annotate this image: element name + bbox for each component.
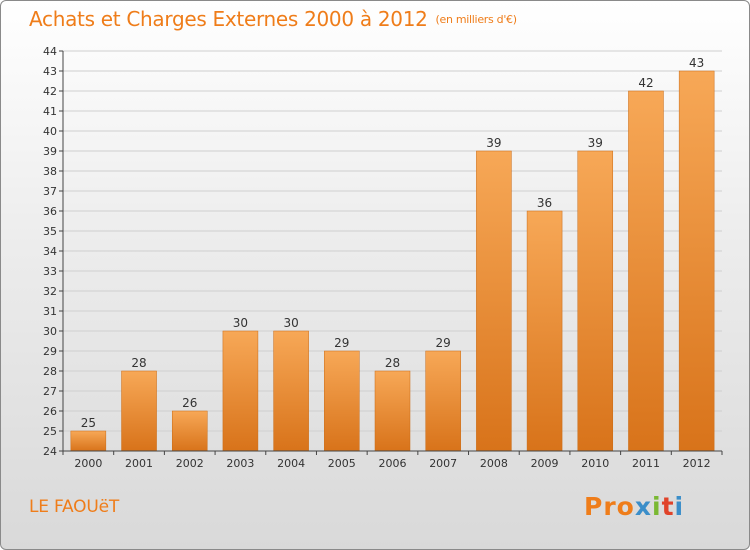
bar-2005 (324, 350, 360, 452)
value-label-2009: 36 (537, 196, 552, 210)
value-label-2012: 43 (689, 56, 704, 70)
logo-letter: r (603, 492, 617, 521)
x-tick-label-2001: 2001 (125, 457, 153, 470)
x-tick-label-2008: 2008 (480, 457, 508, 470)
logo-letter: x (634, 492, 652, 521)
value-label-2000: 25 (81, 416, 96, 430)
value-label-2006: 28 (385, 356, 400, 370)
town-name: LE FAOUëT (29, 497, 120, 517)
y-tick-label: 43 (43, 65, 57, 78)
value-label-2008: 39 (486, 136, 501, 150)
y-tick-label: 37 (43, 185, 57, 198)
y-tick-label: 33 (43, 265, 57, 278)
value-label-2011: 42 (638, 76, 653, 90)
x-tick-label-2007: 2007 (429, 457, 457, 470)
y-tick-label: 36 (43, 205, 57, 218)
y-axis-ticks: 24 25 26 27 28 29 30 31 32 33 34 35 36 37 38 39 40 41 42 43… (43, 45, 63, 458)
chart-subtitle: (en milliers d'€) (435, 13, 517, 26)
x-tick-label-2000: 2000 (74, 457, 102, 470)
value-label-2004: 30 (283, 316, 298, 330)
y-tick-label: 41 (43, 105, 57, 118)
bar-2000 (70, 430, 107, 452)
bar-2007 (425, 350, 461, 452)
bar-2001 (121, 370, 157, 452)
bar-2011 (628, 90, 664, 452)
y-tick-label: 42 (43, 85, 57, 98)
chart-title: Achats et Charges Externes 2000 à 2012 (e… (29, 7, 517, 31)
y-tick-label: 30 (43, 325, 57, 338)
x-tick-label-2006: 2006 (379, 457, 407, 470)
logo-letter: t (661, 492, 675, 521)
bar-2009 (526, 210, 563, 452)
value-label-2010: 39 (588, 136, 603, 150)
value-labels: 25 28 26 30 30 29 28 29 39 36 39 42 43 (81, 56, 705, 430)
y-tick-label: 27 (43, 385, 57, 398)
y-tick-label: 38 (43, 165, 57, 178)
logo-letter: i (674, 492, 685, 521)
x-tick-label-2004: 2004 (277, 457, 305, 470)
y-tick-label: 29 (43, 345, 57, 358)
y-tick-label: 25 (43, 425, 57, 438)
y-tick-label: 24 (43, 445, 57, 458)
y-tick-label: 35 (43, 225, 57, 238)
value-label-2003: 30 (233, 316, 248, 330)
bar-2008 (476, 150, 512, 452)
x-tick-label-2010: 2010 (581, 457, 609, 470)
value-label-2001: 28 (131, 356, 146, 370)
bars (70, 70, 715, 452)
bar-2003 (222, 330, 259, 452)
logo-letter: P (584, 492, 604, 521)
bar-2010 (577, 150, 614, 452)
y-tick-label: 31 (43, 305, 57, 318)
y-tick-label: 32 (43, 285, 57, 298)
x-tick-label-2002: 2002 (176, 457, 204, 470)
bar-2012 (678, 70, 715, 452)
bar-2006 (374, 370, 411, 452)
x-axis-ticks: 2000 2001 2002 2003 2004 2005 2006 2007 2008 2009… (62, 451, 723, 470)
y-tick-label: 26 (43, 405, 57, 418)
proxiti-logo: Proxiti (584, 491, 694, 523)
y-tick-label: 34 (43, 245, 57, 258)
chart-title-text: Achats et Charges Externes 2000 à 2012 (29, 7, 428, 31)
y-tick-label: 44 (43, 45, 57, 58)
logo-letter: o (616, 492, 635, 521)
logo-letter: i (652, 492, 662, 521)
value-label-2007: 29 (436, 336, 451, 350)
value-label-2005: 29 (334, 336, 349, 350)
value-label-2002: 26 (182, 396, 197, 410)
x-tick-label-2005: 2005 (328, 457, 356, 470)
x-tick-label-2003: 2003 (226, 457, 254, 470)
y-tick-label: 40 (43, 125, 57, 138)
y-tick-label: 39 (43, 145, 57, 158)
bar-2004 (273, 330, 309, 452)
x-tick-label-2012: 2012 (683, 457, 711, 470)
x-tick-label-2011: 2011 (632, 457, 660, 470)
y-tick-label: 28 (43, 365, 57, 378)
bar-2002 (171, 410, 208, 452)
x-tick-label-2009: 2009 (531, 457, 559, 470)
